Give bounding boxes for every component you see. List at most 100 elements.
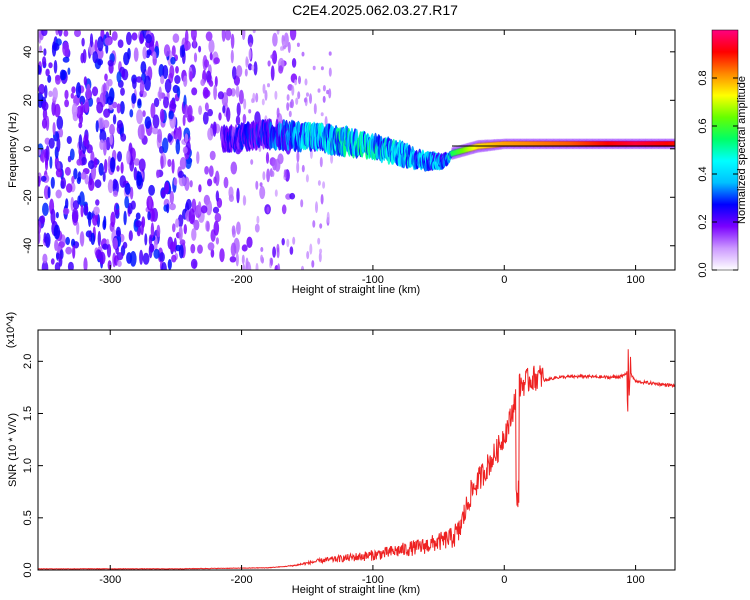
noise-blob [76,176,81,185]
noise-blob [232,66,237,80]
colorbar-tick-label: 0.4 [697,166,709,181]
noise-blob [133,158,141,166]
noise-blob [166,203,170,214]
noise-blob [274,90,278,100]
noise-blob [45,115,50,131]
noise-blob [260,254,264,263]
noise-blob [152,114,160,129]
noise-blob [95,120,99,133]
noise-blob [131,93,137,104]
noise-blob [286,94,290,101]
noise-blob [262,171,266,181]
noise-blob [259,182,263,187]
noise-blob [149,208,155,222]
noise-blob [183,224,187,235]
snr-y-axis-label: SNR (10 * V/V) [7,413,19,487]
noise-blob [41,260,49,270]
noise-blob [184,133,189,143]
noise-blob [222,105,226,114]
spectrogram-marks [38,30,675,270]
noise-blob [41,118,48,129]
noise-blob [301,164,305,173]
noise-blob [205,199,213,216]
noise-blob [191,228,197,241]
noise-blobs [38,30,334,270]
noise-blob [219,248,225,263]
noise-blob [96,47,104,60]
colorbar-frame [711,29,739,271]
noise-blob [253,61,258,76]
noise-blob [145,34,152,44]
colorbar-tick-label: 0.8 [697,70,709,85]
noise-blob [50,258,55,265]
y-tick-label: 20 [22,94,34,106]
noise-blob [209,150,216,161]
spectrogram-y-axis-label: Frequency (Hz) [7,112,19,188]
noise-blob [144,233,148,246]
noise-blob [242,113,247,124]
noise-blob [288,110,292,118]
noise-blob [215,190,220,202]
noise-blob [167,133,172,143]
noise-blob [267,83,270,88]
noise-blob [169,190,174,205]
noise-blob [197,201,202,215]
noise-blob [83,134,89,147]
noise-blob [71,86,76,94]
noise-blob [142,46,147,60]
noise-blob [212,121,217,137]
noise-blob [136,109,143,125]
noise-blob [270,65,275,81]
noise-blob [116,119,123,129]
noise-blob [90,232,96,245]
noise-blob [81,156,87,166]
noise-blob [319,156,323,168]
noise-blob [254,223,260,233]
noise-blob [139,249,144,265]
noise-blob [41,101,49,111]
noise-blob [56,115,64,131]
noise-blob [190,30,197,41]
noise-blob [185,198,192,210]
noise-blob [104,159,108,174]
noise-blob [53,224,61,240]
noise-blob [167,259,172,270]
noise-blob [102,243,109,250]
noise-blob [103,82,107,96]
noise-blob [204,102,209,112]
noise-blob [320,194,324,205]
noise-blob [65,236,70,246]
noise-blob [129,109,134,118]
noise-blob [226,107,231,122]
noise-blob [246,236,253,248]
noise-blob [151,126,159,135]
noise-blob [135,76,143,83]
noise-blob [110,211,116,227]
noise-blob [109,123,115,136]
noise-blob [235,252,239,267]
y-tick-label: 0 [22,146,34,152]
noise-blob [300,199,304,208]
noise-blob [291,58,297,68]
noise-blob [129,186,134,200]
noise-blob [183,75,188,87]
noise-blob [41,30,48,37]
noise-blob [260,247,264,252]
noise-blob [133,47,139,62]
noise-blob [93,206,100,215]
snr-series-line [38,349,675,570]
noise-blob [55,168,63,178]
colorbar-tick-label: 0.2 [697,214,709,229]
noise-blob [278,65,284,74]
y-tick-label: -40 [22,238,34,254]
noise-blob [56,137,61,153]
noise-blob [248,48,252,61]
noise-blob [97,117,105,130]
noise-blob [142,252,150,265]
noise-blob [200,78,206,87]
noise-blob [150,102,156,119]
noise-blob [277,153,284,165]
x-tick-label: -200 [231,574,253,586]
noise-blob [116,165,120,172]
noise-blob [175,139,181,155]
